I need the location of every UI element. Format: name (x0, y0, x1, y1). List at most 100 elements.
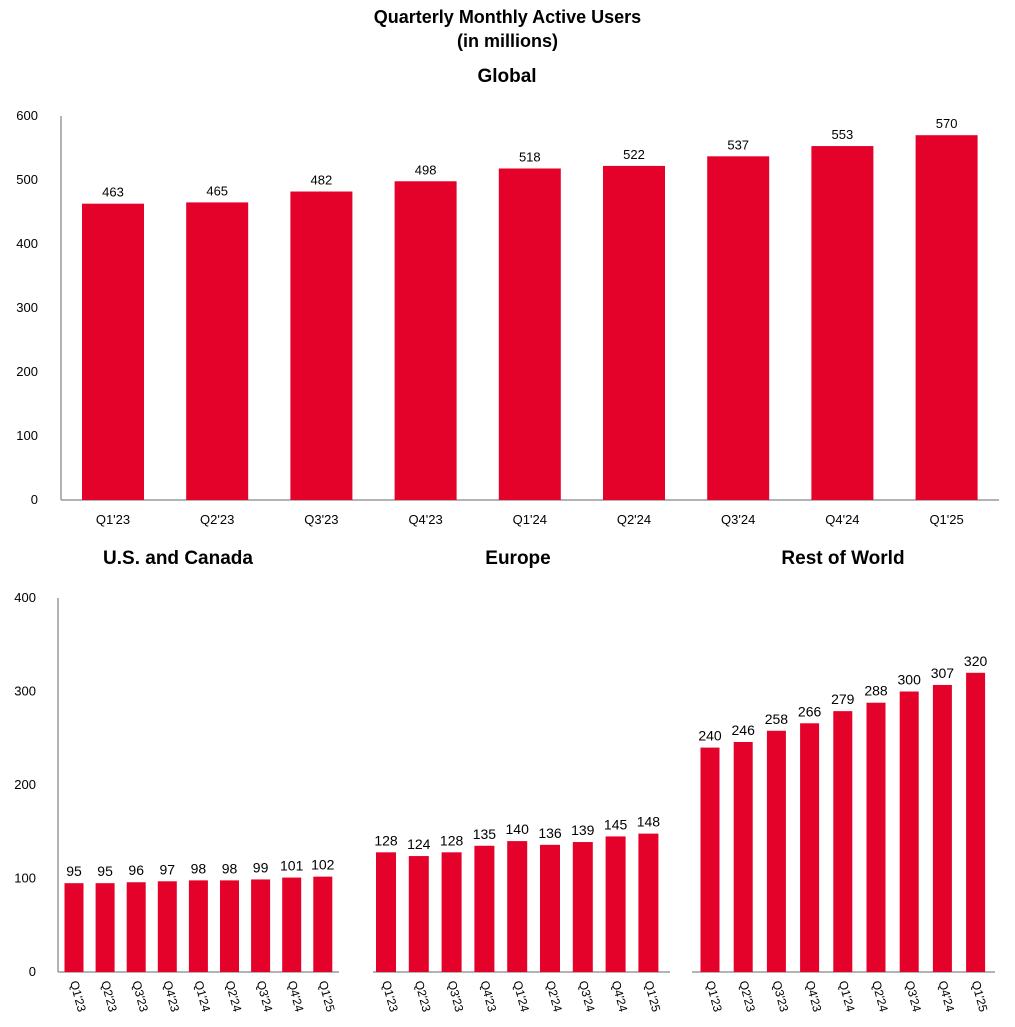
global-bar (707, 156, 770, 500)
us-canada-bar (220, 880, 239, 972)
rest-of-world-data-label: 288 (864, 683, 888, 699)
global-x-tick-label: Q1'23 (96, 512, 130, 527)
us-canada-data-label: 96 (128, 862, 144, 878)
rest-of-world-bar (733, 741, 753, 972)
us-canada-x-tick-label: Q4'23 (160, 979, 182, 1014)
rest-of-world-x-tick-label: Q1'24 (836, 979, 858, 1014)
us-canada-y-tick-label: 200 (14, 777, 36, 792)
europe-bar (638, 833, 659, 972)
europe-x-tick-label: Q2'23 (412, 979, 434, 1014)
us-canada-x-tick-label: Q1'25 (316, 979, 338, 1014)
europe-x-tick-label: Q4'23 (478, 979, 500, 1014)
europe-bar (441, 852, 462, 972)
global-bar (498, 168, 561, 501)
global-x-tick-label: Q4'23 (408, 512, 442, 527)
global-data-label: 553 (832, 127, 854, 142)
us-canada-y-tick-label: 100 (14, 871, 36, 886)
us-canada-data-label: 101 (280, 858, 304, 874)
europe-x-tick-label: Q1'25 (642, 979, 664, 1014)
global-data-label: 570 (936, 116, 958, 131)
rest-of-world-x-tick-label: Q2'24 (869, 979, 891, 1014)
global-x-tick-label: Q2'23 (200, 512, 234, 527)
global-data-label: 537 (727, 137, 749, 152)
rest-of-world-bar (800, 723, 820, 972)
europe-bar (408, 856, 429, 972)
europe-data-label: 135 (473, 826, 497, 842)
europe-x-tick-label: Q1'23 (379, 979, 401, 1014)
global-data-label: 518 (519, 149, 541, 164)
us-canada-bar (64, 883, 84, 972)
global-data-label: 465 (206, 183, 228, 198)
rest-of-world-bar (932, 684, 952, 972)
europe-bar (507, 841, 528, 972)
us-canada-bar (157, 881, 177, 972)
europe-x-tick-label: Q3'24 (576, 979, 598, 1014)
us-canada-data-label: 97 (160, 861, 176, 877)
europe-data-label: 148 (637, 814, 661, 830)
us-canada-bar (95, 883, 115, 972)
us-canada-x-tick-label: Q4'24 (285, 979, 307, 1014)
global-y-tick-label: 0 (31, 492, 38, 507)
us-canada-y-tick-label: 0 (29, 964, 36, 979)
rest-of-world-x-tick-label: Q4'23 (803, 979, 825, 1014)
global-bar (811, 146, 874, 500)
rest-of-world-data-label: 300 (898, 672, 922, 688)
rest-of-world-data-label: 240 (698, 728, 722, 744)
chart-title: Quarterly Monthly Active Users (373, 7, 642, 27)
us-canada-bar (251, 879, 271, 972)
global-x-tick-label: Q1'24 (513, 512, 547, 527)
us-canada-data-label: 95 (66, 863, 82, 879)
europe-bar (376, 852, 396, 972)
rest-of-world-panel-title: Rest of World (781, 548, 905, 569)
global-bar (394, 181, 457, 500)
europe-data-label: 124 (407, 836, 431, 852)
europe-data-label: 145 (604, 816, 628, 832)
global-bar (290, 191, 353, 500)
rest-of-world-data-label: 258 (765, 711, 789, 727)
global-x-tick-label: Q3'23 (304, 512, 338, 527)
us-canada-data-label: 99 (253, 859, 269, 875)
us-canada-bar (126, 882, 146, 972)
us-canada-data-label: 98 (191, 860, 207, 876)
europe-data-label: 128 (374, 832, 398, 848)
europe-data-label: 139 (571, 822, 595, 838)
global-x-tick-label: Q3'24 (721, 512, 755, 527)
global-data-label: 522 (623, 147, 645, 162)
rest-of-world-bar (700, 747, 720, 972)
global-y-tick-label: 600 (16, 108, 38, 123)
rest-of-world-data-label: 266 (798, 703, 822, 719)
us-canada-x-tick-label: Q2'23 (98, 979, 120, 1014)
rest-of-world-bar (866, 702, 886, 972)
global-data-label: 482 (311, 173, 333, 188)
rest-of-world-data-label: 279 (831, 691, 855, 707)
global-bar (603, 165, 665, 501)
us-canada-x-tick-label: Q1'23 (67, 979, 89, 1014)
europe-data-label: 140 (506, 821, 530, 837)
rest-of-world-data-label: 246 (732, 722, 756, 738)
global-x-tick-label: Q4'24 (825, 512, 859, 527)
global-bar (915, 135, 978, 500)
us-canada-bar (188, 880, 208, 972)
europe-data-label: 136 (538, 825, 562, 841)
global-data-label: 498 (415, 162, 437, 177)
rest-of-world-x-tick-label: Q4'24 (936, 979, 958, 1014)
us-canada-y-tick-label: 400 (14, 590, 36, 605)
rest-of-world-x-tick-label: Q3'23 (770, 979, 792, 1014)
us-canada-bar (313, 876, 333, 972)
us-canada-panel-title: U.S. and Canada (103, 548, 253, 569)
global-x-tick-label: Q2'24 (617, 512, 651, 527)
europe-bar (605, 836, 626, 972)
global-y-tick-label: 100 (16, 428, 38, 443)
europe-panel-title: Europe (485, 548, 551, 569)
global-y-tick-label: 500 (16, 172, 38, 187)
rest-of-world-data-label: 307 (931, 665, 955, 681)
chart-subtitle: (in millions) (457, 31, 558, 51)
us-canada-data-label: 95 (97, 863, 113, 879)
europe-x-tick-label: Q1'24 (510, 979, 532, 1014)
europe-data-label: 128 (440, 832, 464, 848)
us-canada-bar (282, 877, 302, 972)
rest-of-world-bar (899, 691, 919, 972)
europe-x-tick-label: Q4'24 (609, 979, 631, 1014)
us-canada-y-tick-label: 300 (14, 684, 36, 699)
